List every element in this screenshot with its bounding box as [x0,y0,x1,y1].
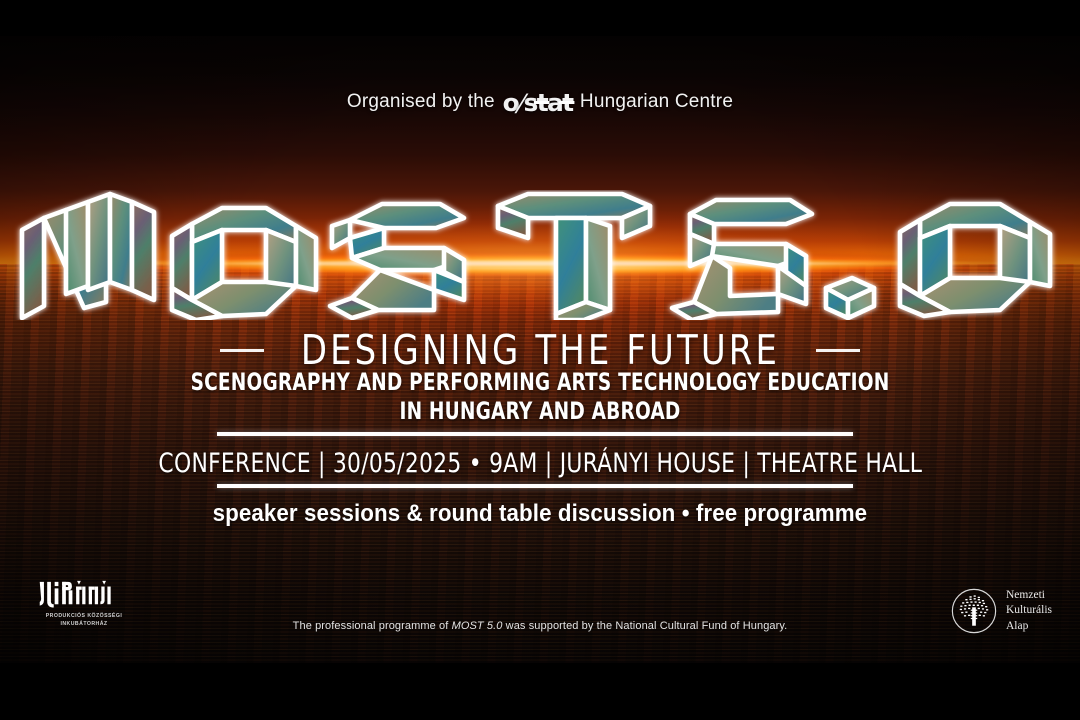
digit-5 [669,197,815,320]
conference-text: CONFERENCE | 30/05/2025 • 9AM | JURÁNYI … [158,448,922,479]
programme-text: speaker sessions & round table discussio… [212,500,868,527]
letter-S [327,201,467,320]
oistat-logo: o/stat [502,89,573,117]
letter-T [495,191,653,320]
letter-O [169,205,319,320]
subtitle-line-1: SCENOGRAPHY AND PERFORMING ARTS TECHNOLO… [190,368,890,396]
support-note-title: MOST 5.0 [451,620,503,632]
letter-M [19,191,157,320]
programme-details: speaker sessions & round table discussio… [0,500,1080,528]
tagline-rule-right [816,348,861,352]
letterbox-bar-top [0,0,1080,36]
organiser-prefix: Organised by the [346,91,495,112]
organiser-suffix: Hungarian Centre [579,91,734,112]
tagline-row: DESIGNING THE FUTURE [0,326,1080,374]
support-note-after: was supported by the National Cultural F… [502,620,788,632]
period-dot [823,275,877,320]
digit-0 [897,201,1053,319]
tagline-text: DESIGNING THE FUTURE [300,326,780,374]
divider-rule-top [217,432,853,436]
support-note-before: The professional programme of [292,620,452,632]
tagline-rule-left [219,348,264,352]
conference-details: CONFERENCE | 30/05/2025 • 9AM | JURÁNYI … [0,448,1080,479]
organiser-line: Organised by the o/stat Hungarian Centre [0,88,1080,117]
letterbox-bar-bottom [0,663,1080,720]
subtitle-block: SCENOGRAPHY AND PERFORMING ARTS TECHNOLO… [0,368,1080,427]
subtitle-line-2: IN HUNGARY AND ABROAD [399,397,681,426]
nka-line-1: Nemzeti [1006,589,1045,602]
most-5-0-wordmark [0,190,1080,320]
nka-line-2: Kulturális [1006,604,1052,617]
divider-rule-bottom [217,484,853,488]
support-note: The professional programme of MOST 5.0 w… [0,620,1080,632]
juranyi-wordmark-icon [39,580,111,608]
